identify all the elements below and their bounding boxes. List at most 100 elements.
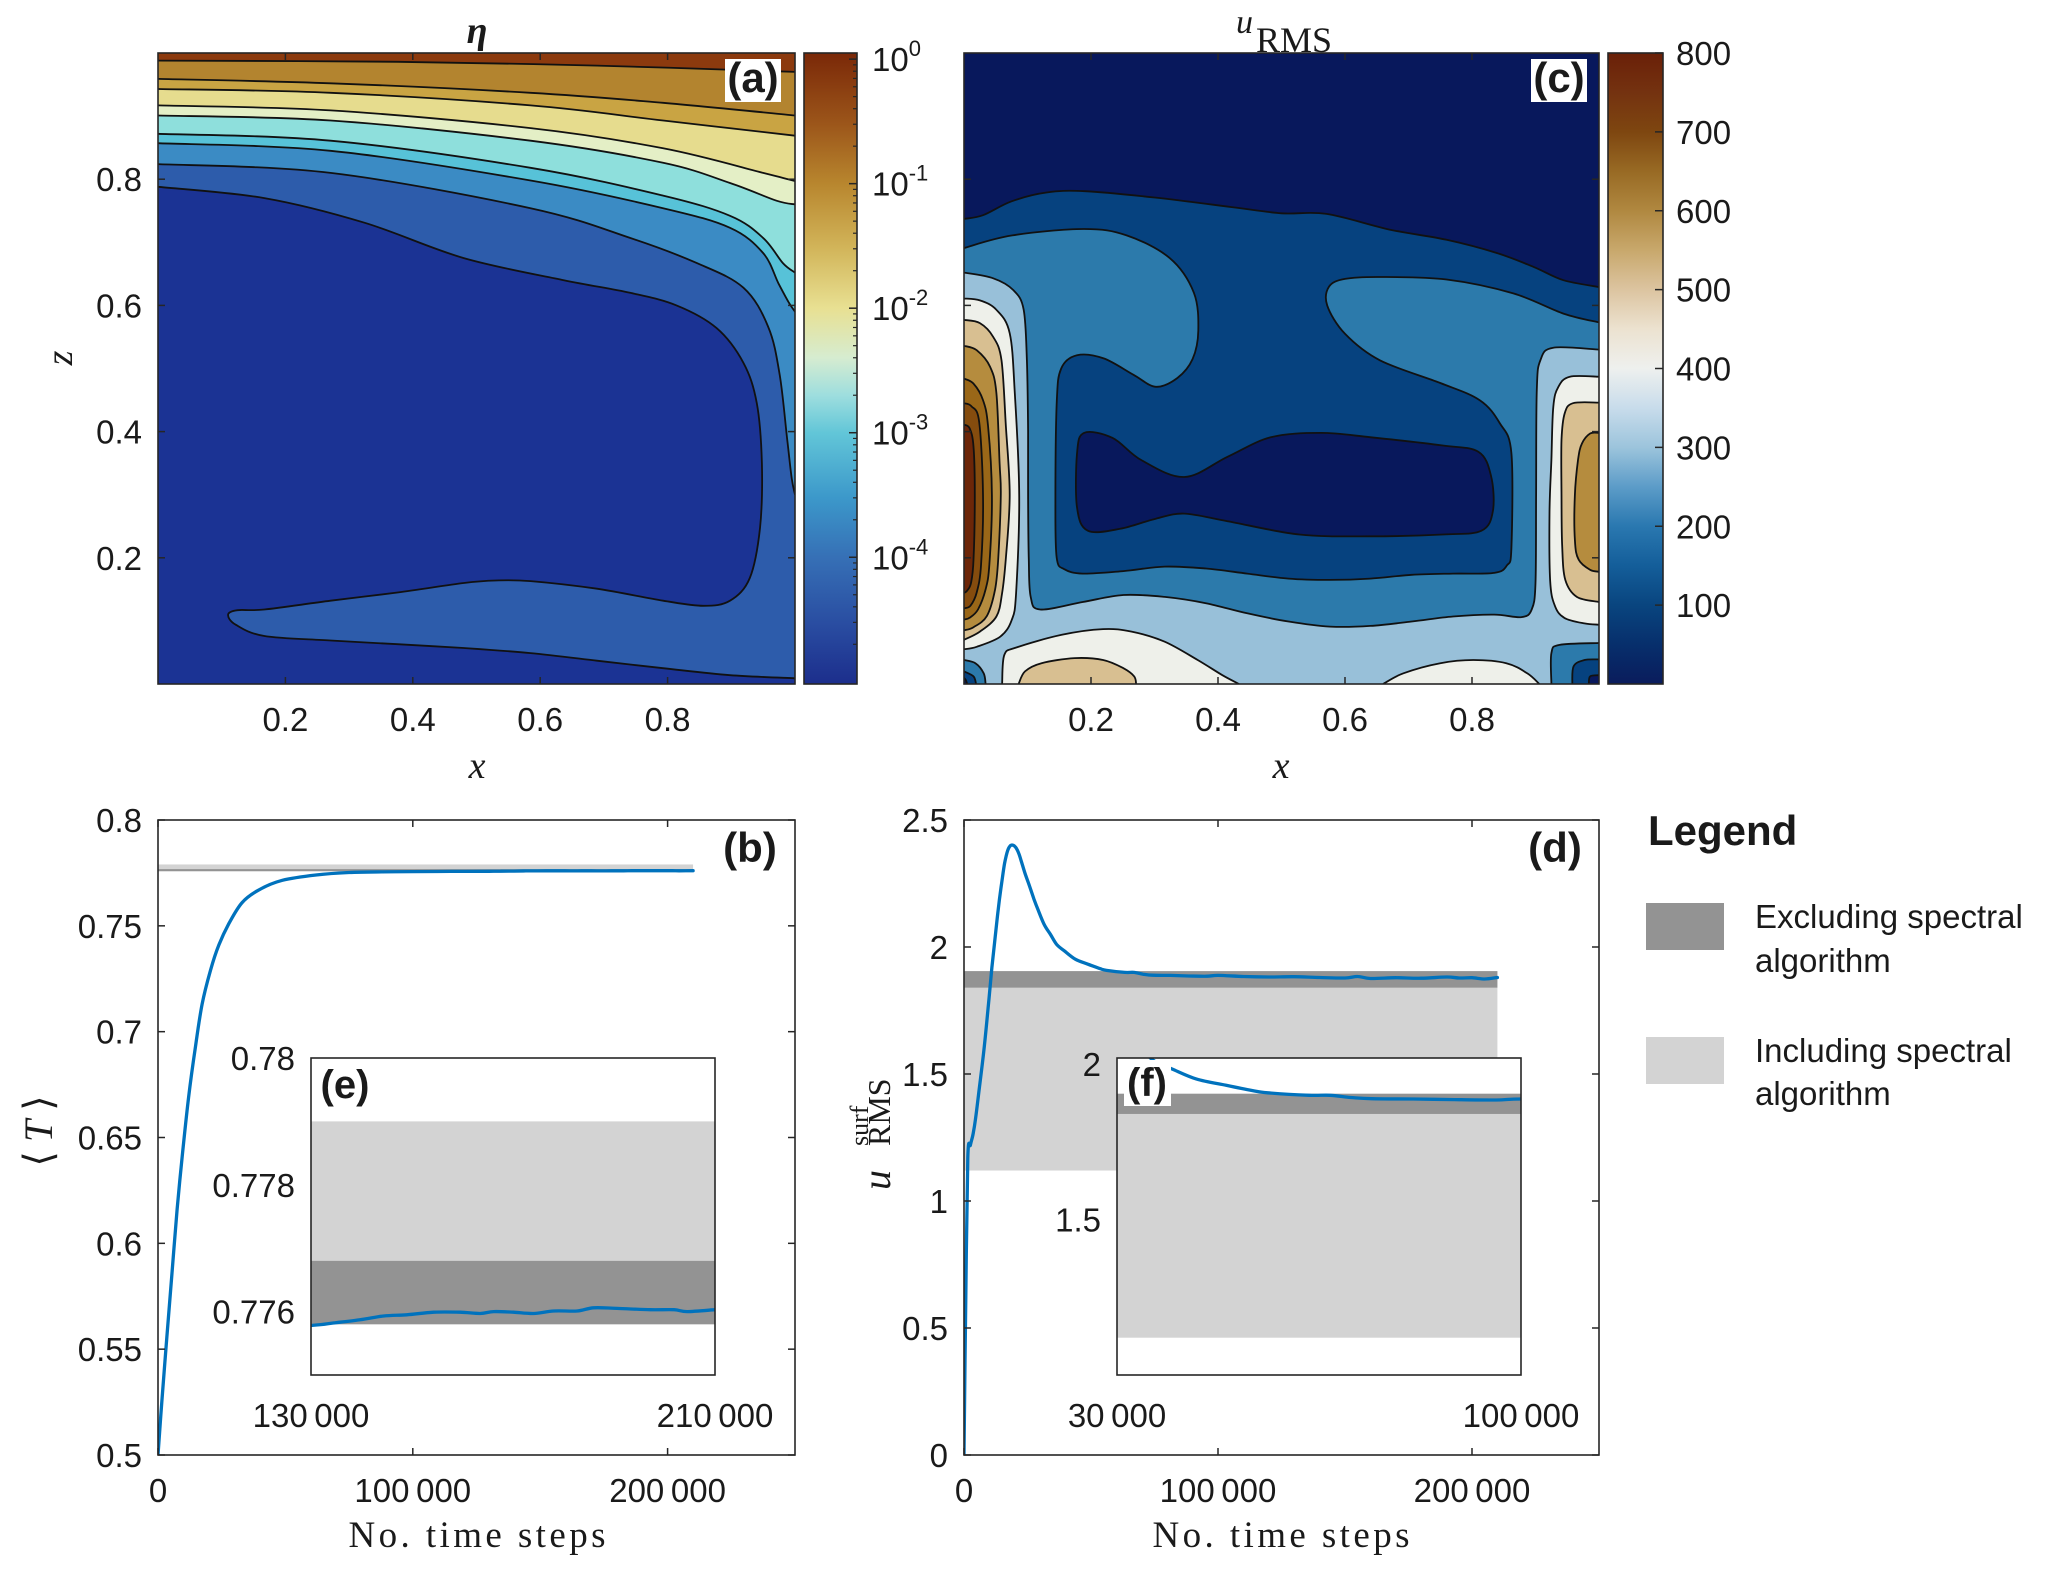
contour-plot-area: [964, 53, 1599, 684]
axes-frame: [963, 52, 1600, 685]
legend-swatch-excluding: [1646, 903, 1724, 950]
band-including-spectral: [158, 864, 694, 872]
band-including-spectral: [1117, 1093, 1521, 1338]
contour-line: [1548, 375, 1599, 626]
x-tick-label: 0: [149, 1472, 167, 1509]
panel-c-label-box: [1531, 59, 1587, 102]
contour-line: [158, 163, 795, 495]
colorbar-tick-label: 10-1: [872, 161, 928, 203]
contour-region: [1383, 660, 1540, 684]
contour-line: [1573, 431, 1599, 573]
inset-frame: [1116, 1057, 1522, 1376]
inset-frame: [310, 1057, 716, 1376]
panel-c-annotations: uRMS x (c): [1236, 4, 1587, 787]
contour-line: [158, 132, 795, 274]
inset-axes: 130 000 210 000 0.776 0.778 0.78: [212, 1040, 773, 1434]
y-tick-label: 0.7: [96, 1014, 142, 1051]
colorbar-label-base: 10: [872, 290, 909, 327]
panel-f-label-box: [1124, 1060, 1171, 1106]
data-line: [964, 843, 1500, 1455]
contour-line: [1017, 657, 1137, 684]
panel-a-xlabel: x: [468, 745, 486, 787]
panel-d-annotations: No. time steps u surfRMS (d) (f): [845, 824, 1582, 1556]
contour-line: [1571, 658, 1599, 684]
x-tick-label: 100 000: [1463, 1397, 1580, 1434]
legend-label-excluding-line2: algorithm: [1755, 942, 1891, 979]
contour-line: [964, 319, 1011, 641]
legend: Legend Excluding spectral algorithm Incl…: [1646, 807, 2023, 1112]
y-tick-label: 0.778: [212, 1167, 295, 1204]
colorbar-tick-label: 100: [872, 36, 921, 78]
panel-b-label: (b): [723, 824, 777, 871]
ylabel-base: u: [854, 1170, 899, 1190]
y-tick-label: 2: [930, 929, 948, 966]
colorbar-bar: [1607, 52, 1664, 685]
plot-area: [158, 864, 695, 1455]
panel-a-label: (a): [727, 54, 778, 101]
contour-region: [1588, 675, 1599, 684]
y-tick-label: 1: [930, 1183, 948, 1220]
x-tick-label: 0.2: [262, 701, 308, 738]
colorbar-tick-label: 10-2: [872, 285, 928, 327]
contour-region: [1574, 432, 1599, 572]
colorbar-tick-label: 600: [1676, 193, 1731, 230]
title-subscript: RMS: [1256, 20, 1332, 60]
colorbar-tick-label: 100: [1676, 587, 1731, 624]
contour-region: [1075, 431, 1494, 537]
ylabel-subscript: RMS: [861, 1078, 897, 1146]
y-tick-label: 0.5: [902, 1310, 948, 1347]
panel-c-title: uRMS: [1236, 4, 1332, 60]
legend-label-including-line1: Including spectral: [1755, 1032, 2012, 1069]
colorbar-label-exponent: -1: [909, 161, 929, 186]
x-tick-label: 0.6: [1322, 701, 1368, 738]
axes-frame: [963, 819, 1600, 1456]
colorbar-label-base: 10: [872, 166, 909, 203]
legend-title: Legend: [1648, 807, 1797, 854]
contour-region: [964, 53, 1599, 288]
contour-line: [158, 114, 795, 206]
contour-line: [1075, 431, 1495, 538]
panel-c-xlabel: x: [1272, 745, 1290, 787]
y-tick-label: 0.65: [78, 1120, 142, 1157]
panel-b-annotations: No. time steps ⟨ T ⟩ (b) (e): [16, 824, 777, 1556]
band-excluding-spectral: [964, 971, 1498, 988]
colorbar-tick-label: 200: [1676, 508, 1731, 545]
y-tick-label: 1.5: [1055, 1202, 1101, 1239]
contour-line: [1587, 674, 1599, 684]
y-tick-label: 2: [1083, 1046, 1101, 1083]
panel-d-surface-urms: 0 100 000 200 000 0 0.5 1 1.5 2 2.5 30 000 100 000…: [902, 802, 1600, 1509]
y-tick-label: 1.5: [902, 1056, 948, 1093]
panel-c-urms-contour: 0.2 0.4 0.6 0.8 100 200 300 400 500 600 700 800: [963, 35, 1731, 738]
contour-line: [158, 88, 795, 137]
ylabel-superscript: surf: [845, 1105, 874, 1146]
panel-a-label-box: [725, 59, 781, 102]
contour-line: [964, 228, 1599, 581]
colorbar-tick-label: 300: [1676, 429, 1731, 466]
colorbar-label-exponent: 0: [909, 36, 921, 61]
legend-swatch-including: [1646, 1037, 1724, 1084]
contour-line: [964, 659, 987, 684]
y-tick-label: 0.6: [96, 287, 142, 324]
y-tick-label: 0.776: [212, 1294, 295, 1331]
panel-f-label: (f): [1127, 1061, 1167, 1105]
y-tick-label: 0.5: [96, 1437, 142, 1474]
colorbar-tick-label: 400: [1676, 351, 1731, 388]
y-tick-label: 0.78: [231, 1040, 295, 1077]
contour-region: [1018, 657, 1137, 684]
x-tick-label: 130 000: [253, 1397, 370, 1434]
panel-a-eta-contour: 0.2 0.4 0.6 0.80.20.40.60.810-410-310-210-1…: [96, 36, 928, 738]
colorbar-label-exponent: -3: [909, 410, 929, 435]
inset-plot-area: [311, 1121, 715, 1328]
y-tick-label: 0.8: [96, 161, 142, 198]
panel-b-xlabel: No. time steps: [349, 1515, 606, 1556]
x-tick-label: 100 000: [354, 1472, 471, 1509]
x-tick-label: 0.4: [390, 701, 436, 738]
colorbar-bar: [803, 52, 858, 685]
colorbar-tick-label: 800: [1676, 35, 1731, 72]
y-tick-label: 0.55: [78, 1331, 142, 1368]
y-tick-label: 0.4: [96, 414, 142, 451]
contour-line: [964, 423, 976, 594]
panel-c-label: (c): [1533, 54, 1584, 101]
